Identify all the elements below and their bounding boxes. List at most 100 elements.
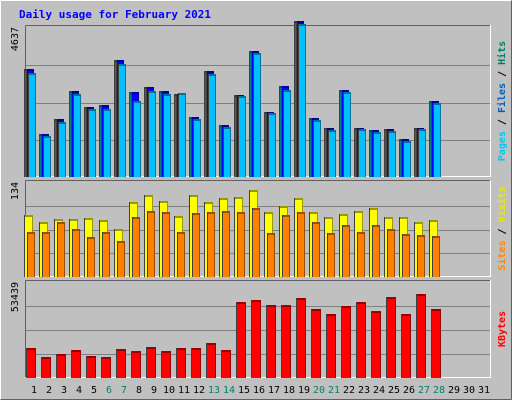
legend-visits: Sites / Visits bbox=[496, 186, 508, 270]
legend-entry-hits-3: / bbox=[497, 65, 508, 83]
bar-kbytes-kbytes-day-22 bbox=[341, 306, 351, 378]
bar-kbytes-kbytes-day-18 bbox=[281, 305, 291, 378]
legend-entry-hits-4: Hits bbox=[496, 41, 508, 65]
bar-hits-pages-day-23 bbox=[358, 129, 366, 177]
x-label-day-22: 22 bbox=[343, 385, 355, 396]
bar-visits-sites-day-24 bbox=[372, 225, 380, 277]
x-label-day-5: 5 bbox=[91, 385, 97, 396]
bar-kbytes-kbytes-day-7 bbox=[116, 349, 126, 378]
bar-kbytes-kbytes-day-17 bbox=[266, 305, 276, 378]
bar-kbytes-kbytes-day-6 bbox=[101, 357, 111, 378]
bar-hits-pages-day-16 bbox=[253, 53, 261, 177]
bar-kbytes-kbytes-day-10 bbox=[161, 351, 171, 378]
legend-entry-visits-0: Sites bbox=[496, 241, 508, 271]
bar-visits-sites-day-13 bbox=[207, 212, 215, 277]
x-label-day-18: 18 bbox=[283, 385, 295, 396]
bar-visits-sites-day-20 bbox=[312, 222, 320, 277]
bar-kbytes-kbytes-day-13 bbox=[206, 343, 216, 378]
legend-entry-kbytes-0: KBytes bbox=[497, 311, 508, 347]
x-label-day-2: 2 bbox=[46, 385, 52, 396]
x-label-day-16: 16 bbox=[253, 385, 265, 396]
bar-kbytes-kbytes-day-12 bbox=[191, 348, 201, 378]
bar-visits-sites-day-11 bbox=[177, 232, 185, 277]
x-label-day-10: 10 bbox=[163, 385, 175, 396]
bar-hits-pages-day-15 bbox=[238, 96, 246, 177]
x-label-day-29: 29 bbox=[448, 385, 460, 396]
bar-hits-pages-day-22 bbox=[343, 92, 351, 177]
x-label-day-3: 3 bbox=[61, 385, 67, 396]
bar-visits-sites-day-28 bbox=[432, 236, 440, 277]
y-max-label-hits: 4637 bbox=[10, 27, 21, 51]
bar-visits-sites-day-27 bbox=[417, 235, 425, 277]
bar-visits-sites-day-10 bbox=[162, 212, 170, 277]
bar-hits-pages-day-12 bbox=[193, 119, 201, 177]
bar-kbytes-kbytes-day-9 bbox=[146, 347, 156, 378]
x-label-day-8: 8 bbox=[136, 385, 142, 396]
x-label-day-6: 6 bbox=[106, 385, 112, 396]
bar-kbytes-kbytes-day-5 bbox=[86, 356, 96, 378]
bar-kbytes-kbytes-day-26 bbox=[401, 314, 411, 378]
bar-kbytes-kbytes-day-27 bbox=[416, 294, 426, 378]
bar-visits-sites-day-16 bbox=[252, 208, 260, 277]
legend-entry-visits-1: / bbox=[497, 222, 508, 240]
x-label-day-4: 4 bbox=[76, 385, 82, 396]
x-label-day-24: 24 bbox=[373, 385, 385, 396]
panel-visits: 134 Sites / Visits bbox=[10, 180, 508, 277]
panel-kbytes: 53439 KBytes bbox=[10, 280, 508, 378]
bar-hits-pages-day-7 bbox=[118, 64, 126, 177]
y-max-label-kbytes: 53439 bbox=[10, 282, 21, 312]
bar-kbytes-kbytes-day-2 bbox=[41, 357, 51, 378]
bar-hits-pages-day-8 bbox=[133, 101, 141, 177]
bar-hits-pages-day-18 bbox=[283, 90, 291, 177]
y-max-label-visits: 134 bbox=[10, 182, 21, 200]
x-label-day-1: 1 bbox=[31, 385, 37, 396]
bar-kbytes-kbytes-day-1 bbox=[26, 348, 36, 378]
bar-kbytes-kbytes-day-3 bbox=[56, 354, 66, 378]
bar-kbytes-kbytes-day-21 bbox=[326, 314, 336, 378]
bar-hits-pages-day-21 bbox=[328, 130, 336, 177]
bar-visits-sites-day-22 bbox=[342, 225, 350, 277]
legend-entry-hits-2: Files bbox=[496, 83, 508, 113]
legend-hits: Pages / Files / Hits bbox=[496, 41, 508, 161]
bar-visits-sites-day-9 bbox=[147, 211, 155, 277]
legend-entry-hits-0: Pages bbox=[497, 131, 508, 161]
x-label-day-17: 17 bbox=[268, 385, 280, 396]
bar-visits-sites-day-6 bbox=[102, 232, 110, 277]
legend-entry-hits-1: / bbox=[497, 113, 508, 131]
bar-hits-pages-day-17 bbox=[268, 113, 276, 177]
x-label-day-7: 7 bbox=[121, 385, 127, 396]
bar-visits-sites-day-25 bbox=[387, 229, 395, 277]
bar-visits-sites-day-2 bbox=[42, 232, 50, 277]
bar-kbytes-kbytes-day-16 bbox=[251, 300, 261, 378]
bar-hits-pages-day-5 bbox=[88, 109, 96, 177]
bar-kbytes-kbytes-day-23 bbox=[356, 302, 366, 378]
bar-hits-pages-day-6 bbox=[103, 109, 111, 177]
bar-kbytes-kbytes-day-25 bbox=[386, 297, 396, 378]
x-label-day-30: 30 bbox=[463, 385, 475, 396]
bar-hits-pages-day-28 bbox=[433, 103, 441, 177]
bar-visits-sites-day-3 bbox=[57, 222, 65, 277]
bar-visits-sites-day-1 bbox=[27, 232, 35, 277]
x-label-day-12: 12 bbox=[193, 385, 205, 396]
bar-visits-sites-day-19 bbox=[297, 212, 305, 277]
bar-visits-sites-day-17 bbox=[267, 233, 275, 277]
bar-hits-pages-day-4 bbox=[73, 94, 81, 177]
bar-visits-sites-day-14 bbox=[222, 211, 230, 277]
bar-hits-pages-day-1 bbox=[28, 73, 36, 177]
x-axis-labels: 1 2 3 4 5 6 7 8 9 10 11 12 13 14 15 16 17 18 19 20 21 22 23 24 2… bbox=[31, 385, 490, 396]
chart-title: Daily usage for February 2021 bbox=[19, 8, 211, 21]
bar-hits-pages-day-3 bbox=[58, 122, 66, 177]
bar-hits-pages-day-13 bbox=[208, 74, 216, 177]
bar-visits-sites-day-21 bbox=[327, 233, 335, 277]
bar-visits-sites-day-8 bbox=[132, 217, 140, 277]
bar-kbytes-kbytes-day-15 bbox=[236, 302, 246, 378]
panel-hits: 4637 Pages / Files / Hits bbox=[10, 21, 508, 177]
legend-entry-visits-2: Visits bbox=[496, 186, 508, 222]
x-label-day-26: 26 bbox=[403, 385, 415, 396]
x-label-day-15: 15 bbox=[238, 385, 250, 396]
bar-hits-pages-day-27 bbox=[418, 129, 426, 177]
x-label-day-11: 11 bbox=[178, 385, 190, 396]
bar-kbytes-kbytes-day-14 bbox=[221, 350, 231, 378]
bar-kbytes-kbytes-day-20 bbox=[311, 309, 321, 378]
